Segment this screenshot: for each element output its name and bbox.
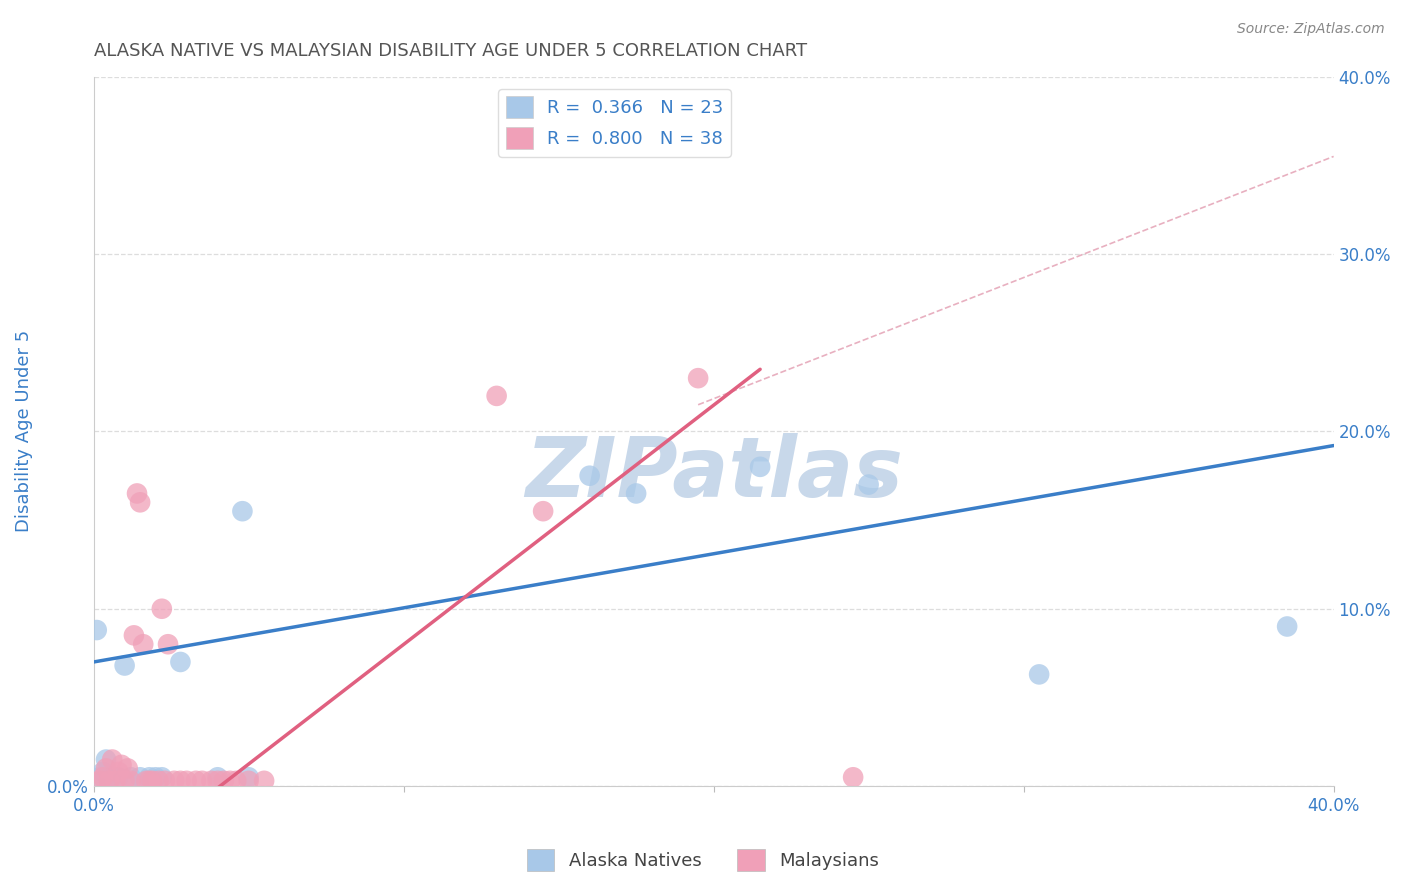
Point — [117, 761, 139, 775]
Legend: R =  0.366   N = 23, R =  0.800   N = 38: R = 0.366 N = 23, R = 0.800 N = 38 — [498, 89, 731, 157]
Point — [157, 637, 180, 651]
Point — [141, 773, 163, 788]
Point — [225, 773, 247, 788]
Point — [91, 764, 114, 779]
Point — [101, 752, 124, 766]
Point — [110, 757, 132, 772]
Point — [129, 770, 152, 784]
Point — [184, 773, 207, 788]
Point — [858, 477, 880, 491]
Point — [145, 770, 167, 784]
Point — [238, 773, 260, 788]
Point — [86, 623, 108, 637]
Point — [231, 504, 253, 518]
Point — [89, 773, 111, 788]
Point — [138, 773, 160, 788]
Point — [624, 486, 647, 500]
Point — [1275, 619, 1298, 633]
Point — [253, 773, 276, 788]
Point — [101, 770, 124, 784]
Point — [578, 468, 600, 483]
Point — [153, 773, 176, 788]
Point — [688, 371, 710, 385]
Point — [132, 637, 155, 651]
Legend: Alaska Natives, Malaysians: Alaska Natives, Malaysians — [520, 842, 886, 879]
Point — [1028, 667, 1050, 681]
Point — [207, 770, 229, 784]
Point — [207, 773, 229, 788]
Point — [212, 773, 235, 788]
Point — [191, 773, 214, 788]
Point — [238, 770, 260, 784]
Point — [842, 770, 865, 784]
Point — [485, 389, 508, 403]
Point — [98, 773, 121, 788]
Point — [114, 773, 136, 788]
Point — [91, 770, 114, 784]
Point — [98, 773, 121, 788]
Point — [749, 459, 772, 474]
Text: ZIPatlas: ZIPatlas — [524, 434, 903, 515]
Point — [107, 770, 129, 784]
Point — [150, 770, 173, 784]
Y-axis label: Disability Age Under 5: Disability Age Under 5 — [15, 330, 32, 533]
Point — [148, 773, 170, 788]
Point — [107, 764, 129, 779]
Point — [125, 486, 148, 500]
Point — [120, 773, 142, 788]
Point — [104, 773, 127, 788]
Point — [169, 655, 191, 669]
Point — [150, 601, 173, 615]
Point — [122, 628, 145, 642]
Text: Source: ZipAtlas.com: Source: ZipAtlas.com — [1237, 22, 1385, 37]
Point — [176, 773, 198, 788]
Point — [200, 773, 222, 788]
Point — [135, 773, 157, 788]
Point — [94, 752, 117, 766]
Point — [219, 773, 242, 788]
Point — [138, 770, 160, 784]
Point — [94, 761, 117, 775]
Point — [169, 773, 191, 788]
Point — [114, 658, 136, 673]
Point — [89, 770, 111, 784]
Text: ALASKA NATIVE VS MALAYSIAN DISABILITY AGE UNDER 5 CORRELATION CHART: ALASKA NATIVE VS MALAYSIAN DISABILITY AG… — [94, 42, 807, 60]
Point — [531, 504, 554, 518]
Point — [163, 773, 186, 788]
Point — [129, 495, 152, 509]
Point — [120, 770, 142, 784]
